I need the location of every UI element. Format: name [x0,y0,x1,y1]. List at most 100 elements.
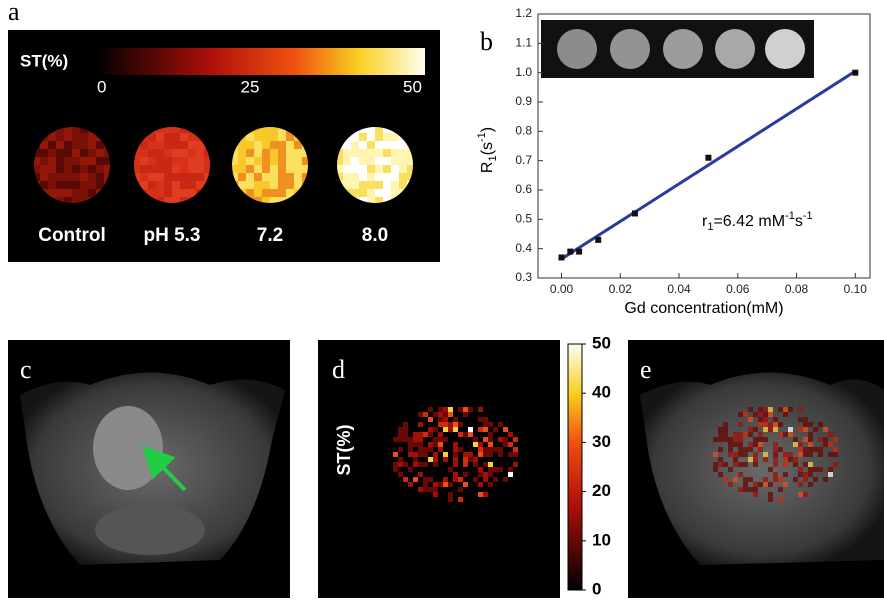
pixel [88,157,96,165]
st-pixel [773,462,778,467]
pixel [391,157,399,165]
st-pixel [398,457,403,462]
pixel [64,133,72,141]
pixel [351,165,359,173]
st-pixel [448,412,453,417]
pixel [375,157,383,165]
st-pixel [788,457,793,462]
st-pixel [713,462,718,467]
pixel [262,181,270,189]
st-pixel [453,417,458,422]
st-pixel [428,407,433,412]
y-tick-label: 0.8 [515,124,532,138]
pixel [156,165,164,173]
st-pixel [483,422,488,427]
pixel [72,189,80,197]
pixel [48,173,56,181]
st-pixel [493,427,498,432]
pixel [375,189,383,197]
st-pixel [428,427,433,432]
st-pixel [798,447,803,452]
sample-label: pH 5.3 [143,225,200,246]
st-pixel [413,477,418,482]
st-pixel [783,462,788,467]
pixel [64,149,72,157]
st-pixel [798,442,803,447]
st-pixel [488,467,493,472]
pixel [172,173,180,181]
st-pixel [483,472,488,477]
st-pixel [803,417,808,422]
st-pixel [458,477,463,482]
data-point [576,249,582,255]
pixel [156,141,164,149]
st-pixel [818,467,823,472]
st-pixel [738,472,743,477]
pixel [246,157,254,165]
pixel [286,181,294,189]
st-pixel [498,437,503,442]
st-pixel [508,472,513,477]
pixel [164,173,172,181]
pixel [180,133,188,141]
pixel [278,181,286,189]
pixel [40,173,48,181]
st-pixel [753,452,758,457]
st-pixel [428,457,433,462]
pixel [172,149,180,157]
pixel [278,189,286,197]
pixel [278,133,286,141]
st-pixel [783,412,788,417]
st-pixel [763,482,768,487]
st-pixel [738,422,743,427]
x-axis-label: Gd concentration(mM) [624,300,783,317]
pixel [254,189,262,197]
st-pixel [483,427,488,432]
st-pixel [478,447,483,452]
pixel [88,149,96,157]
st-pixel [398,432,403,437]
st-pixel [413,442,418,447]
st-pixel [753,492,758,497]
pixel [188,141,196,149]
st-pixel [768,482,773,487]
st-pixel [763,437,768,442]
st-pixel [493,447,498,452]
st-pixel [488,447,493,452]
pixel [80,157,88,165]
pixel [180,173,188,181]
data-point [852,70,858,76]
pixel [359,149,367,157]
pixel [156,149,164,157]
pixel [294,165,302,173]
st-pixel [468,452,473,457]
st-pixel [778,447,783,452]
pixel [359,165,367,173]
pixel [367,133,375,141]
panel-label: b [480,27,493,56]
st-pixel [463,432,468,437]
st-pixel [448,407,453,412]
st-pixel [408,447,413,452]
st-pixel [463,462,468,467]
pixel [359,157,367,165]
st-pixel [433,442,438,447]
st-pixel [453,427,458,432]
st-pixel [828,452,833,457]
pixel [56,173,64,181]
st-pixel [733,432,738,437]
pixel [196,149,204,157]
st-pixel [443,437,448,442]
st-pixel [768,492,773,497]
pixel [64,173,72,181]
pixel [254,173,262,181]
sample-label: 8.0 [362,225,388,246]
st-pixel [458,497,463,502]
pixel [64,141,72,149]
x-tick-label: 0.02 [609,282,633,296]
pixel [80,173,88,181]
pixel [48,181,56,189]
st-pixel [763,407,768,412]
st-pixel [818,452,823,457]
y-tick-label: 1.2 [515,6,532,20]
